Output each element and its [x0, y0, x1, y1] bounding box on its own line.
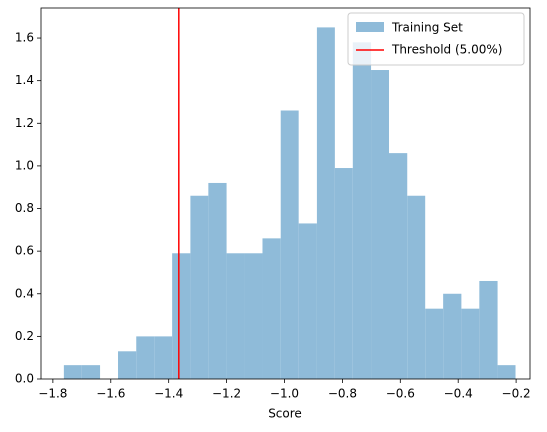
bar: [136, 336, 155, 379]
x-tick-label: −0.2: [502, 387, 531, 401]
legend-label: Training Set: [391, 21, 463, 35]
bar: [280, 110, 299, 379]
bar: [389, 153, 408, 379]
legend-label: Threshold (5.00%): [391, 43, 502, 57]
x-tick-label: −1.8: [38, 387, 67, 401]
legend-box: [347, 12, 525, 66]
x-tick-label: −1.0: [270, 387, 299, 401]
bar: [63, 365, 82, 379]
bar: [316, 27, 335, 380]
bar: [262, 238, 281, 379]
x-tick-label: −1.6: [96, 387, 125, 401]
bar: [81, 365, 101, 379]
bar: [226, 253, 245, 379]
y-tick-label: 1.4: [15, 73, 34, 87]
y-tick-label: 0.4: [15, 286, 34, 300]
bar: [461, 308, 480, 379]
x-axis-label: Score: [268, 407, 302, 421]
bar: [298, 223, 317, 379]
bar: [172, 253, 191, 379]
x-tick-label: −0.6: [386, 387, 415, 401]
bar: [244, 253, 263, 379]
y-tick-label: 0.0: [15, 372, 34, 386]
x-tick-label: −0.8: [328, 387, 357, 401]
bar: [118, 351, 137, 379]
bar: [425, 308, 444, 379]
bar: [371, 70, 390, 379]
bar: [479, 280, 498, 379]
bar: [407, 195, 426, 379]
y-tick-label: 0.8: [15, 201, 34, 215]
plot-frame: [40, 7, 531, 380]
x-tick-label: −0.4: [444, 387, 473, 401]
x-tick-label: −1.2: [212, 387, 241, 401]
y-tick-label: 0.2: [15, 329, 34, 343]
bar: [443, 293, 462, 379]
bar: [208, 182, 227, 379]
x-tick-label: −1.4: [154, 387, 183, 401]
y-tick-label: 1.6: [15, 31, 34, 45]
bar: [334, 168, 353, 379]
y-tick-label: 0.6: [15, 244, 34, 258]
bar: [190, 195, 209, 379]
bar: [352, 42, 372, 380]
y-tick-label: 1.2: [15, 116, 34, 130]
y-tick-label: 1.0: [15, 158, 34, 172]
bar: [497, 365, 516, 379]
bar: [154, 336, 173, 379]
legend-swatch: [356, 22, 384, 32]
